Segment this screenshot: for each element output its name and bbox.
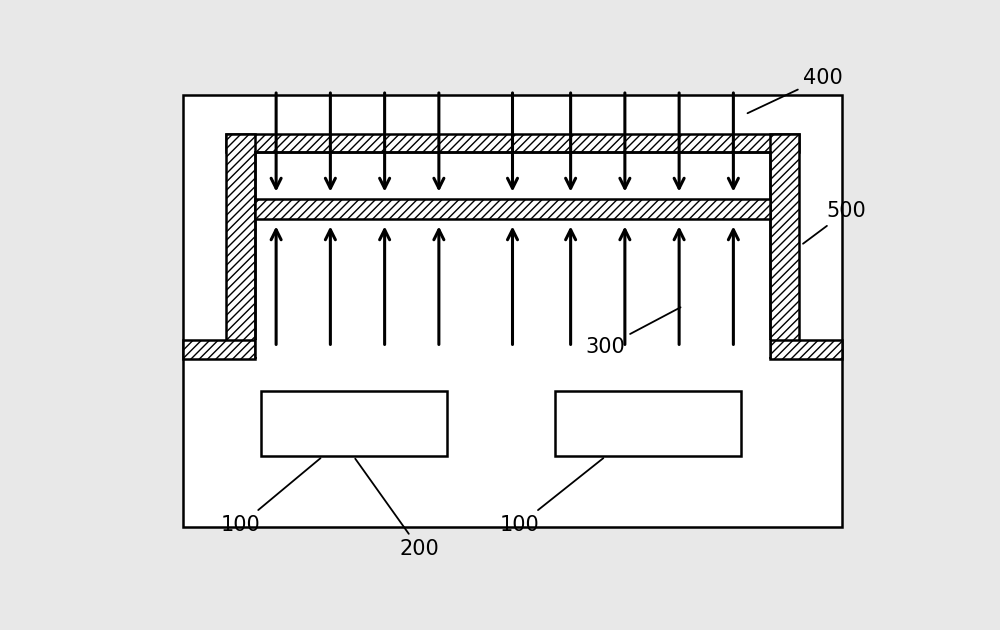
Text: 500: 500 [803, 202, 866, 244]
Bar [226, 134, 799, 152]
Bar [255, 340, 770, 357]
Text: 200: 200 [355, 459, 439, 559]
Bar [255, 152, 770, 357]
Bar [226, 134, 255, 357]
Bar [555, 391, 741, 456]
Bar [183, 340, 255, 359]
Text: 100: 100 [221, 458, 320, 535]
Text: 400: 400 [748, 68, 843, 113]
Text: 100: 100 [500, 458, 603, 535]
Bar [261, 391, 447, 456]
Bar [255, 199, 770, 219]
Bar [770, 134, 799, 357]
Text: 300: 300 [585, 307, 681, 357]
Bar [183, 95, 842, 527]
Bar [770, 340, 842, 359]
